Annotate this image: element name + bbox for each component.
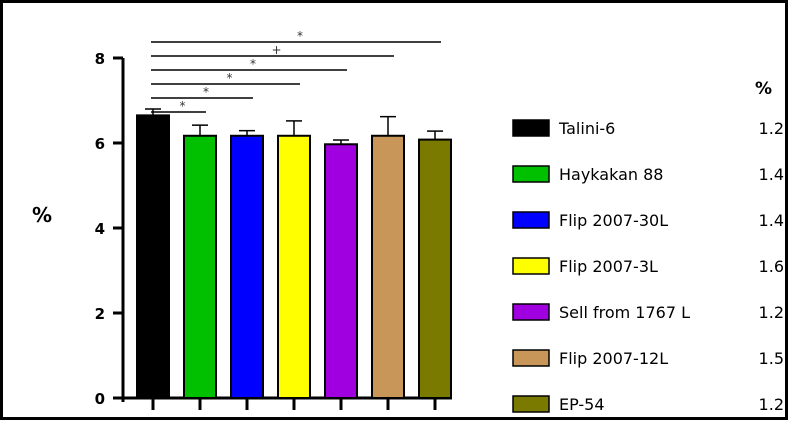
legend-swatch-6 xyxy=(512,349,550,367)
significance-mark: * xyxy=(297,29,303,43)
legend-swatch-3 xyxy=(512,211,550,229)
legend-label-5: Sell from 1767 L xyxy=(559,303,690,322)
legend-value-2: 1.4 xyxy=(759,165,784,184)
legend-label-7: EP-54 xyxy=(559,395,605,414)
bar-5 xyxy=(324,143,358,399)
legend: Talini-6 1.2 Haykakan 88 1.4 Flip 2007-30L 1.… xyxy=(512,119,784,414)
y-tick-label: 0 xyxy=(95,390,105,408)
legend-value-5: 1.2 xyxy=(759,303,784,322)
significance-mark: * xyxy=(250,57,256,71)
significance-mark: + xyxy=(271,43,281,57)
bar-7 xyxy=(418,138,452,399)
significance-brackets: * * * * + * xyxy=(151,29,441,113)
legend-swatch-1 xyxy=(512,119,550,137)
significance-mark: * xyxy=(203,85,209,99)
bar-4 xyxy=(277,134,311,399)
bars xyxy=(136,108,452,399)
legend-header: % xyxy=(755,79,772,99)
legend-value-4: 1.6 xyxy=(759,257,784,276)
legend-label-3: Flip 2007-30L xyxy=(559,211,668,230)
significance-mark: * xyxy=(227,71,233,85)
legend-swatch-2 xyxy=(512,165,550,183)
significance-mark: * xyxy=(180,99,186,113)
legend-label-2: Haykakan 88 xyxy=(559,165,663,184)
legend-value-3: 1.4 xyxy=(759,211,784,230)
legend-label-1: Talini-6 xyxy=(558,119,615,138)
legend-value-7: 1.2 xyxy=(759,395,784,414)
legend-swatch-7 xyxy=(512,395,550,413)
legend-value-1: 1.2 xyxy=(759,119,784,138)
bar-1 xyxy=(136,114,170,399)
y-tick-label: 6 xyxy=(95,135,105,153)
legend-value-6: 1.5 xyxy=(759,349,784,368)
legend-label-6: Flip 2007-12L xyxy=(559,349,668,368)
legend-swatch-4 xyxy=(512,257,550,275)
legend-swatch-5 xyxy=(512,303,550,321)
bar-3 xyxy=(230,134,264,399)
y-tick-label: 4 xyxy=(95,220,105,238)
bar-6 xyxy=(371,134,405,399)
y-axis-label: % xyxy=(32,203,52,227)
bar-2 xyxy=(183,134,217,399)
y-tick-label: 8 xyxy=(95,50,105,68)
legend-label-4: Flip 2007-3L xyxy=(559,257,658,276)
y-tick-label: 2 xyxy=(95,305,105,323)
